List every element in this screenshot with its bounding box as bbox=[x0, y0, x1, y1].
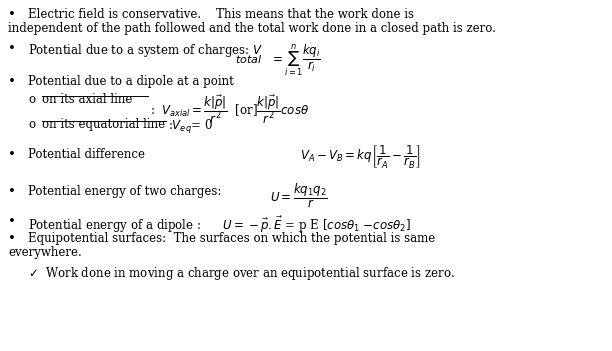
Text: Potential difference: Potential difference bbox=[28, 148, 145, 161]
Text: •: • bbox=[8, 232, 16, 245]
Text: •: • bbox=[8, 42, 16, 55]
Text: $V_A - V_B = kq\left[\dfrac{1}{r_A} - \dfrac{1}{r_B}\right]$: $V_A - V_B = kq\left[\dfrac{1}{r_A} - \d… bbox=[300, 143, 420, 170]
Text: on its axial line: on its axial line bbox=[42, 93, 132, 106]
Text: Equipotential surfaces:  The surfaces on which the potential is same: Equipotential surfaces: The surfaces on … bbox=[28, 232, 435, 245]
Text: •: • bbox=[8, 215, 16, 228]
Text: on its equatorial line: on its equatorial line bbox=[42, 118, 165, 131]
Text: Potential energy of a dipole :      $U = -\vec{p}.\vec{E}$ = p E $[cos\theta_1$ : Potential energy of a dipole : $U = -\ve… bbox=[28, 215, 411, 235]
Text: •: • bbox=[8, 148, 16, 161]
Text: everywhere.: everywhere. bbox=[8, 246, 82, 259]
Text: independent of the path followed and the total work done in a closed path is zer: independent of the path followed and the… bbox=[8, 22, 496, 35]
Text: •: • bbox=[8, 185, 16, 198]
Text: :  $V_\mathit{axial} = \dfrac{k|\vec{p}|}{r^2}$  [or]$\dfrac{k|\vec{p}|}{r^2}cos: : $V_\mathit{axial} = \dfrac{k|\vec{p}|}… bbox=[150, 93, 309, 126]
Text: •: • bbox=[8, 8, 16, 21]
Text: :$V_{eq}$= 0: :$V_{eq}$= 0 bbox=[168, 118, 213, 136]
Text: $\checkmark$  Work done in moving a charge over an equipotential surface is zero: $\checkmark$ Work done in moving a charg… bbox=[28, 265, 455, 282]
Text: •: • bbox=[8, 75, 16, 88]
Text: o: o bbox=[28, 93, 35, 106]
Text: Electric field is conservative.    This means that the work done is: Electric field is conservative. This mea… bbox=[28, 8, 414, 21]
Text: o: o bbox=[28, 118, 35, 131]
Text: $U = \dfrac{kq_1q_2}{r}$: $U = \dfrac{kq_1q_2}{r}$ bbox=[270, 181, 328, 210]
Text: Potential due to a system of charges: $V$: Potential due to a system of charges: $V… bbox=[28, 42, 263, 59]
Text: $= \sum_{i=1}^{n} \dfrac{kq_i}{r_i}$: $= \sum_{i=1}^{n} \dfrac{kq_i}{r_i}$ bbox=[270, 42, 321, 78]
Text: $\mathit{total}$: $\mathit{total}$ bbox=[235, 53, 263, 65]
Text: Potential due to a dipole at a point: Potential due to a dipole at a point bbox=[28, 75, 234, 88]
Text: Potential energy of two charges:: Potential energy of two charges: bbox=[28, 185, 222, 198]
